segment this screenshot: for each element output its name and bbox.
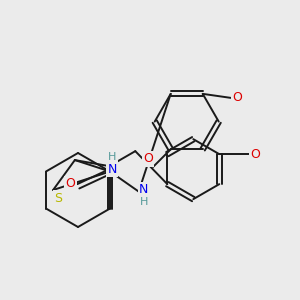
Text: N: N (108, 163, 117, 176)
Text: H: H (108, 152, 116, 162)
Text: S: S (54, 191, 62, 205)
Text: O: O (250, 148, 260, 160)
Text: O: O (143, 152, 153, 166)
Text: O: O (232, 92, 242, 104)
Text: N: N (139, 183, 148, 196)
Text: H: H (140, 196, 148, 207)
Text: O: O (65, 177, 75, 190)
